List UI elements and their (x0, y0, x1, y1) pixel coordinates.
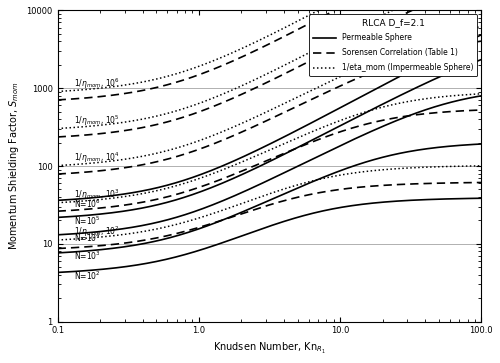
Text: 1/$\eta_{mom}$, 10$^2$: 1/$\eta_{mom}$, 10$^2$ (74, 225, 120, 240)
Text: 1/$\eta_{mom}$, 10$^5$: 1/$\eta_{mom}$, 10$^5$ (74, 113, 120, 128)
Text: N=10$^4$: N=10$^4$ (74, 232, 101, 244)
Text: 1/$\eta_{mom}$, 10$^4$: 1/$\eta_{mom}$, 10$^4$ (74, 151, 120, 165)
Y-axis label: Momentum Shielding Factor, $S_{mom}$: Momentum Shielding Factor, $S_{mom}$ (7, 82, 21, 250)
Text: N=10$^6$: N=10$^6$ (74, 197, 101, 210)
Text: 1/$\eta_{mom}$, 10$^3$: 1/$\eta_{mom}$, 10$^3$ (74, 188, 120, 202)
Legend: Permeable Sphere, Sorensen Correlation (Table 1), 1/eta_mom (Impermeable Sphere): Permeable Sphere, Sorensen Correlation (… (310, 14, 478, 76)
Text: N=10$^3$: N=10$^3$ (74, 250, 101, 262)
Text: N=10$^5$: N=10$^5$ (74, 215, 101, 227)
Text: N=10$^2$: N=10$^2$ (74, 270, 101, 282)
X-axis label: Knudsen Number, Kn$_{R_1}$: Knudsen Number, Kn$_{R_1}$ (213, 341, 326, 356)
Text: 1/$\eta_{mom}$, 10$^6$: 1/$\eta_{mom}$, 10$^6$ (74, 76, 120, 91)
